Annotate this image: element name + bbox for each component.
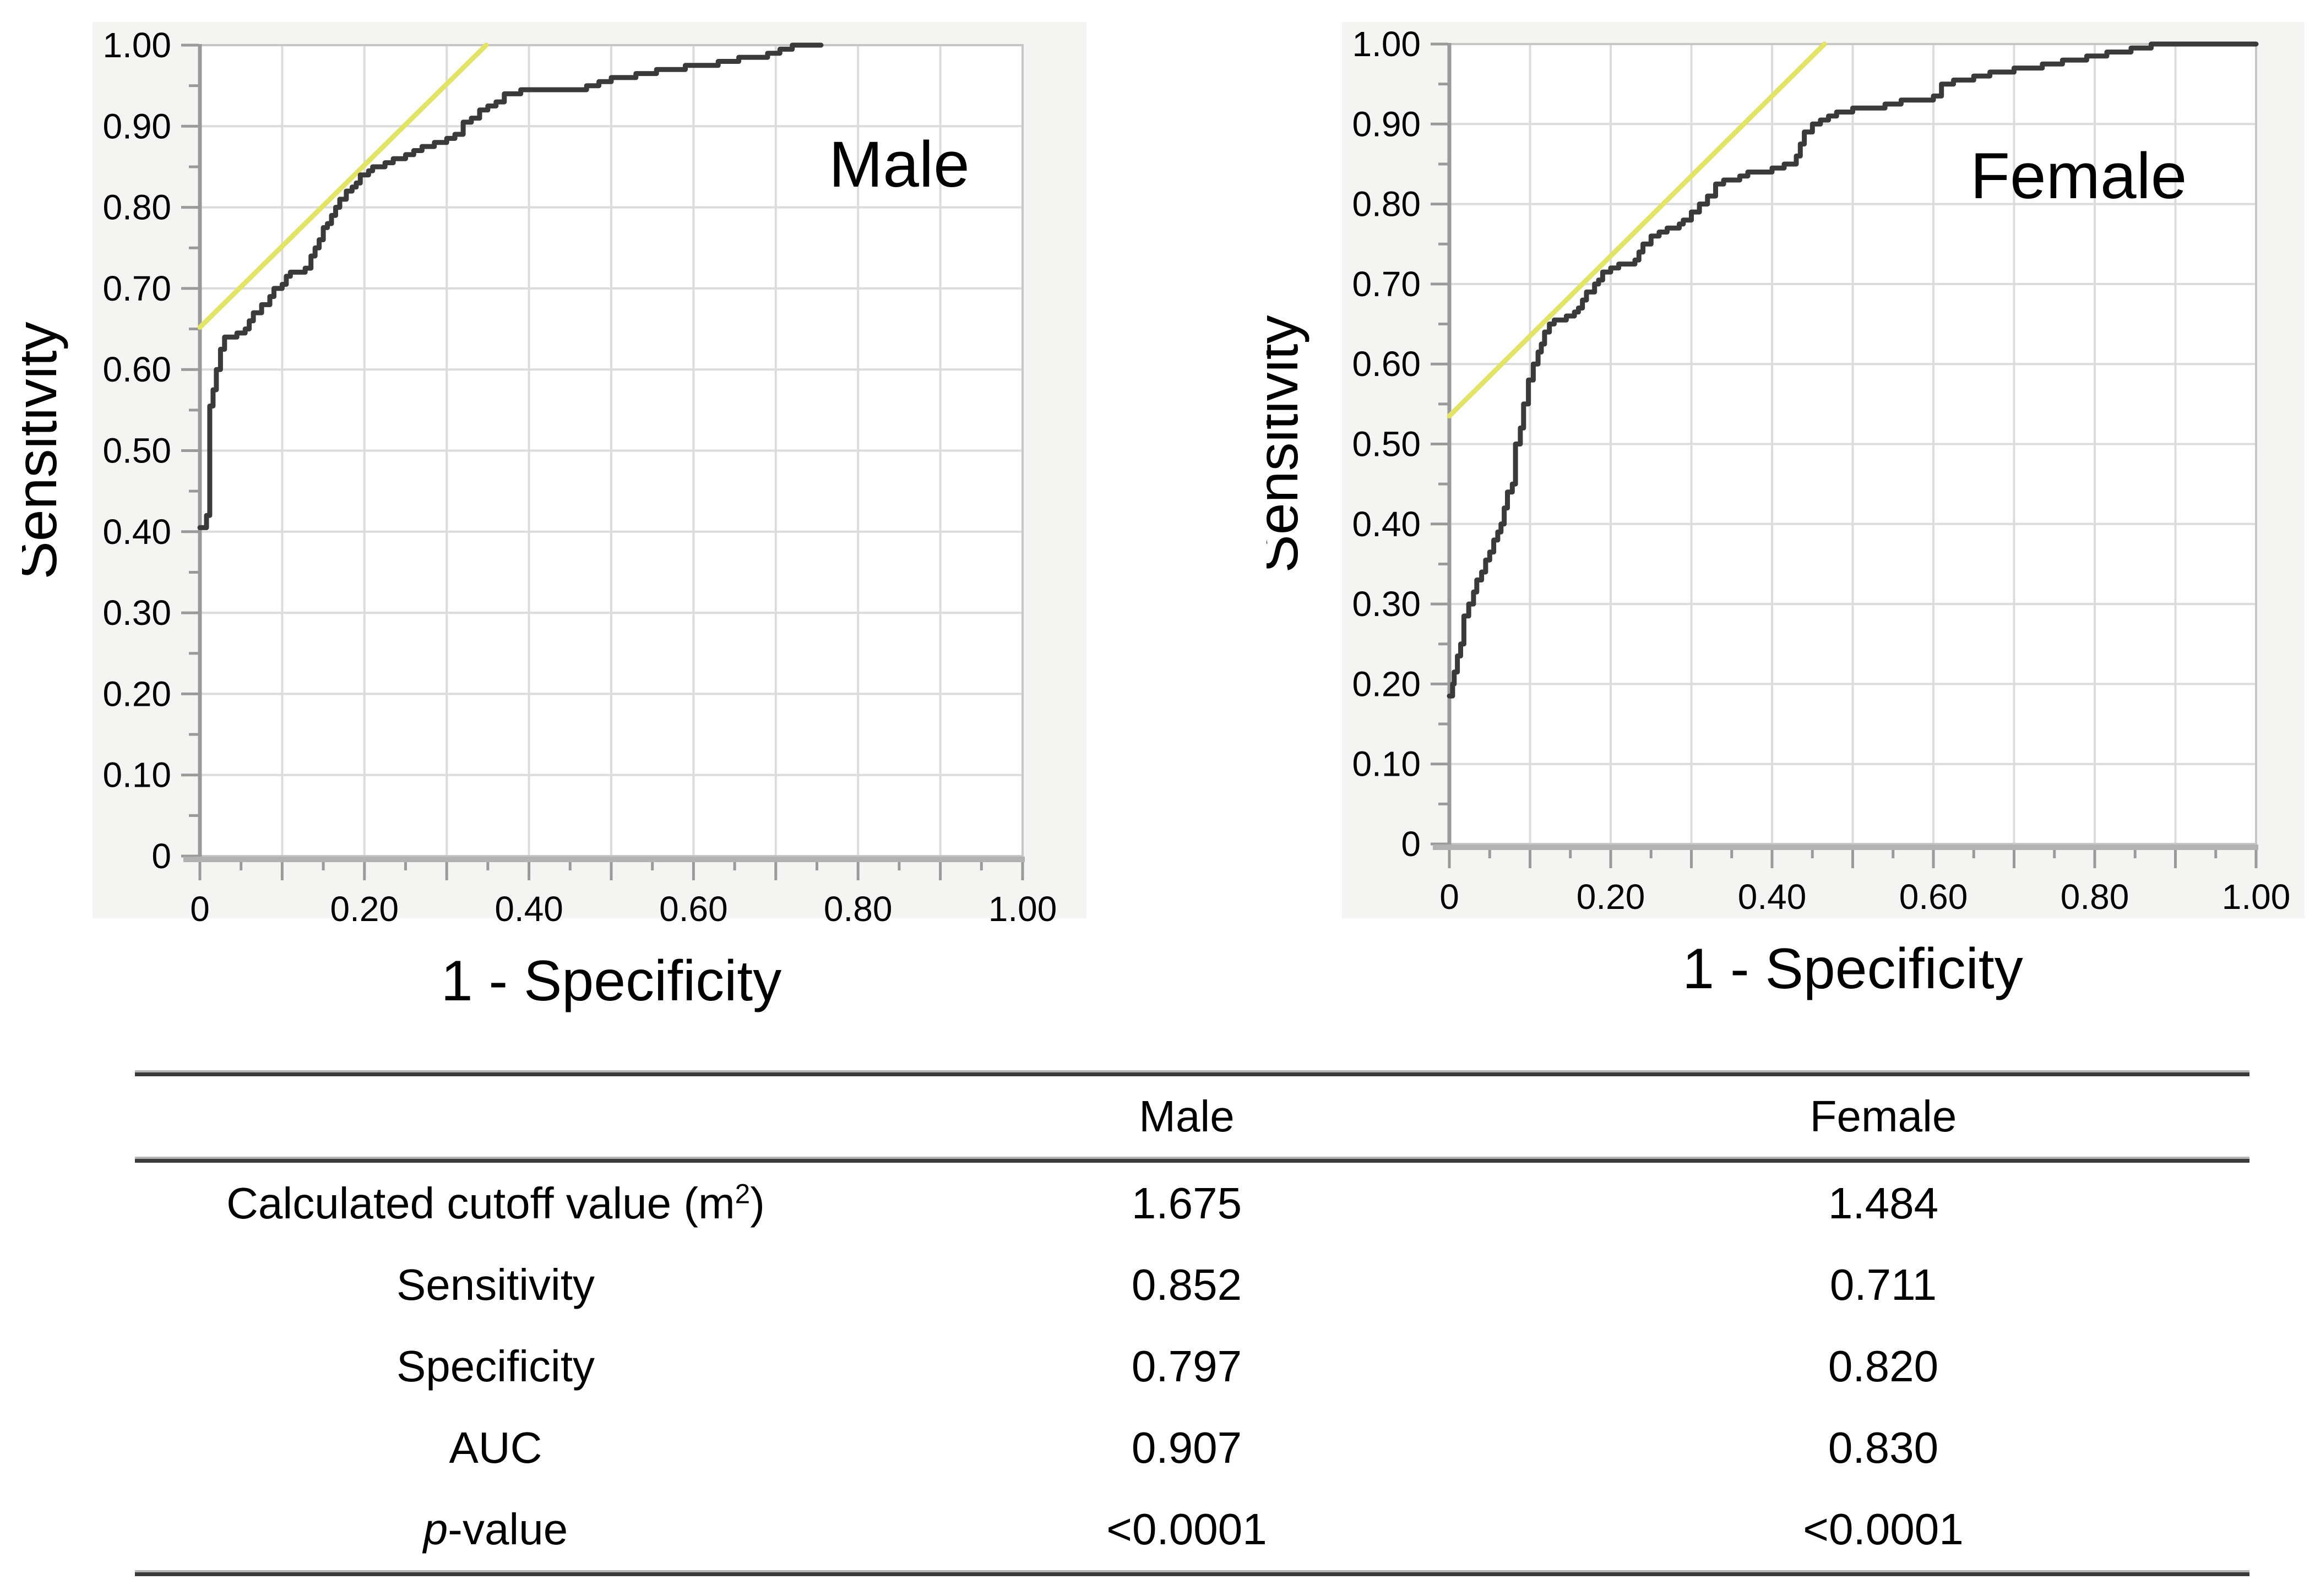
x-tick-label: 0.60 [659,889,728,929]
cutoff-tangent-line [1447,41,1827,419]
x-tick-label: 0.80 [2061,877,2129,917]
row-label-cell: Specificity [396,1342,595,1391]
table-rule-top [135,1070,2249,1076]
y-tick-label: 0.30 [1352,584,1421,624]
y-tick-label: 0.60 [1352,344,1421,384]
roc-curve [1447,41,2259,699]
roc-chart-male: 0 0.10 0.20 0.30 0.40 0.50 0.60 0.70 0.80 0.90 1.0… [22,22,1086,1013]
y-tick-label: 0.80 [1352,184,1421,224]
table-row: Specificity 0.797 0.820 [135,1326,2249,1407]
table-row: Sensitivity 0.852 0.711 [135,1244,2249,1326]
x-tick-label: 0 [190,889,210,929]
x-tick-label: 0.40 [494,889,563,929]
y-tick-label: 0.90 [102,106,171,146]
female-value-cell: 0.820 [1828,1342,1939,1391]
male-value-cell: 1.675 [1131,1179,1242,1228]
y-tick-label: 0.70 [102,269,171,308]
x-tick-label: 0.40 [1738,877,1807,917]
female-value-cell: <0.0001 [1803,1505,1964,1554]
row-label-cell: p-value [423,1505,568,1554]
chart-group-label: Female [1970,140,2187,213]
male-value-cell: Male [1139,1092,1235,1141]
y-axis-title: Sensitivity [1267,315,1310,573]
row-label-cell: Sensitivity [396,1260,595,1309]
male-value-cell: 0.907 [1131,1423,1242,1472]
y-axis-title: Sensitivity [22,322,69,579]
male-value-cell: 0.797 [1131,1342,1242,1391]
y-tick-label: 0.80 [102,188,171,227]
x-tick-label: 0.20 [1577,877,1645,917]
y-tick-label: 0.20 [1352,664,1421,704]
y-tick-label: 1.00 [1352,24,1421,64]
y-tick-label: 1.00 [102,25,171,65]
chart-group-label: Male [829,128,970,201]
y-tick-label: 0.40 [1352,504,1421,544]
y-tick-label: 0 [151,836,171,876]
y-tick-label: 0.50 [102,431,171,471]
male-value-cell: 0.852 [1131,1260,1242,1309]
y-tick-label: 0.20 [102,674,171,713]
table-rule-bottom [135,1570,2249,1576]
cutoff-tangent-line [197,42,489,330]
y-tick-label: 0.10 [1352,744,1421,784]
row-label-cell: AUC [449,1423,542,1472]
x-tick-label: 0.80 [824,889,893,929]
female-value-cell: 0.830 [1828,1423,1939,1472]
y-tick-label: 0.60 [102,350,171,389]
female-value-cell: 1.484 [1828,1179,1939,1228]
table-rule-mid [135,1157,2249,1163]
x-tick-label: 0.60 [1899,877,1968,917]
x-tick-label: 0 [1439,877,1459,917]
female-value-cell: 0.711 [1829,1260,1937,1309]
x-axis-title: 1 - Specificity [441,949,781,1013]
y-tick-label: 0.30 [102,593,171,633]
x-tick-label: 1.00 [988,889,1057,929]
roc-chart-female: 0 0.10 0.20 0.30 0.40 0.50 0.60 0.70 0.80 0.90 1.0… [1267,22,2305,1001]
male-value-cell: <0.0001 [1106,1505,1267,1554]
table-row: Calculated cutoff value (m2) 1.675 1.484 [135,1163,2249,1244]
row-label-cell: Calculated cutoff value (m2) [226,1178,765,1228]
y-tick-label: 0.70 [1352,264,1421,304]
x-tick-label: 1.00 [2222,877,2291,917]
x-axis-title: 1 - Specificity [1682,937,2023,1001]
table-row: p-value <0.0001 <0.0001 [135,1489,2249,1570]
results-table: Male Female Calculated cutoff value (m2) 1.… [135,1070,2249,1576]
y-tick-label: 0.10 [102,755,171,795]
y-tick-label: 0.40 [102,512,171,552]
y-tick-label: 0.90 [1352,104,1421,144]
x-tick-label: 0.20 [330,889,399,929]
y-tick-label: 0 [1401,824,1421,864]
female-value-cell: Female [1809,1092,1957,1141]
table-header-row: Male Female [135,1076,2249,1157]
y-tick-label: 0.50 [1352,424,1421,464]
roc-curve [197,42,824,530]
table-row: AUC 0.907 0.830 [135,1407,2249,1489]
